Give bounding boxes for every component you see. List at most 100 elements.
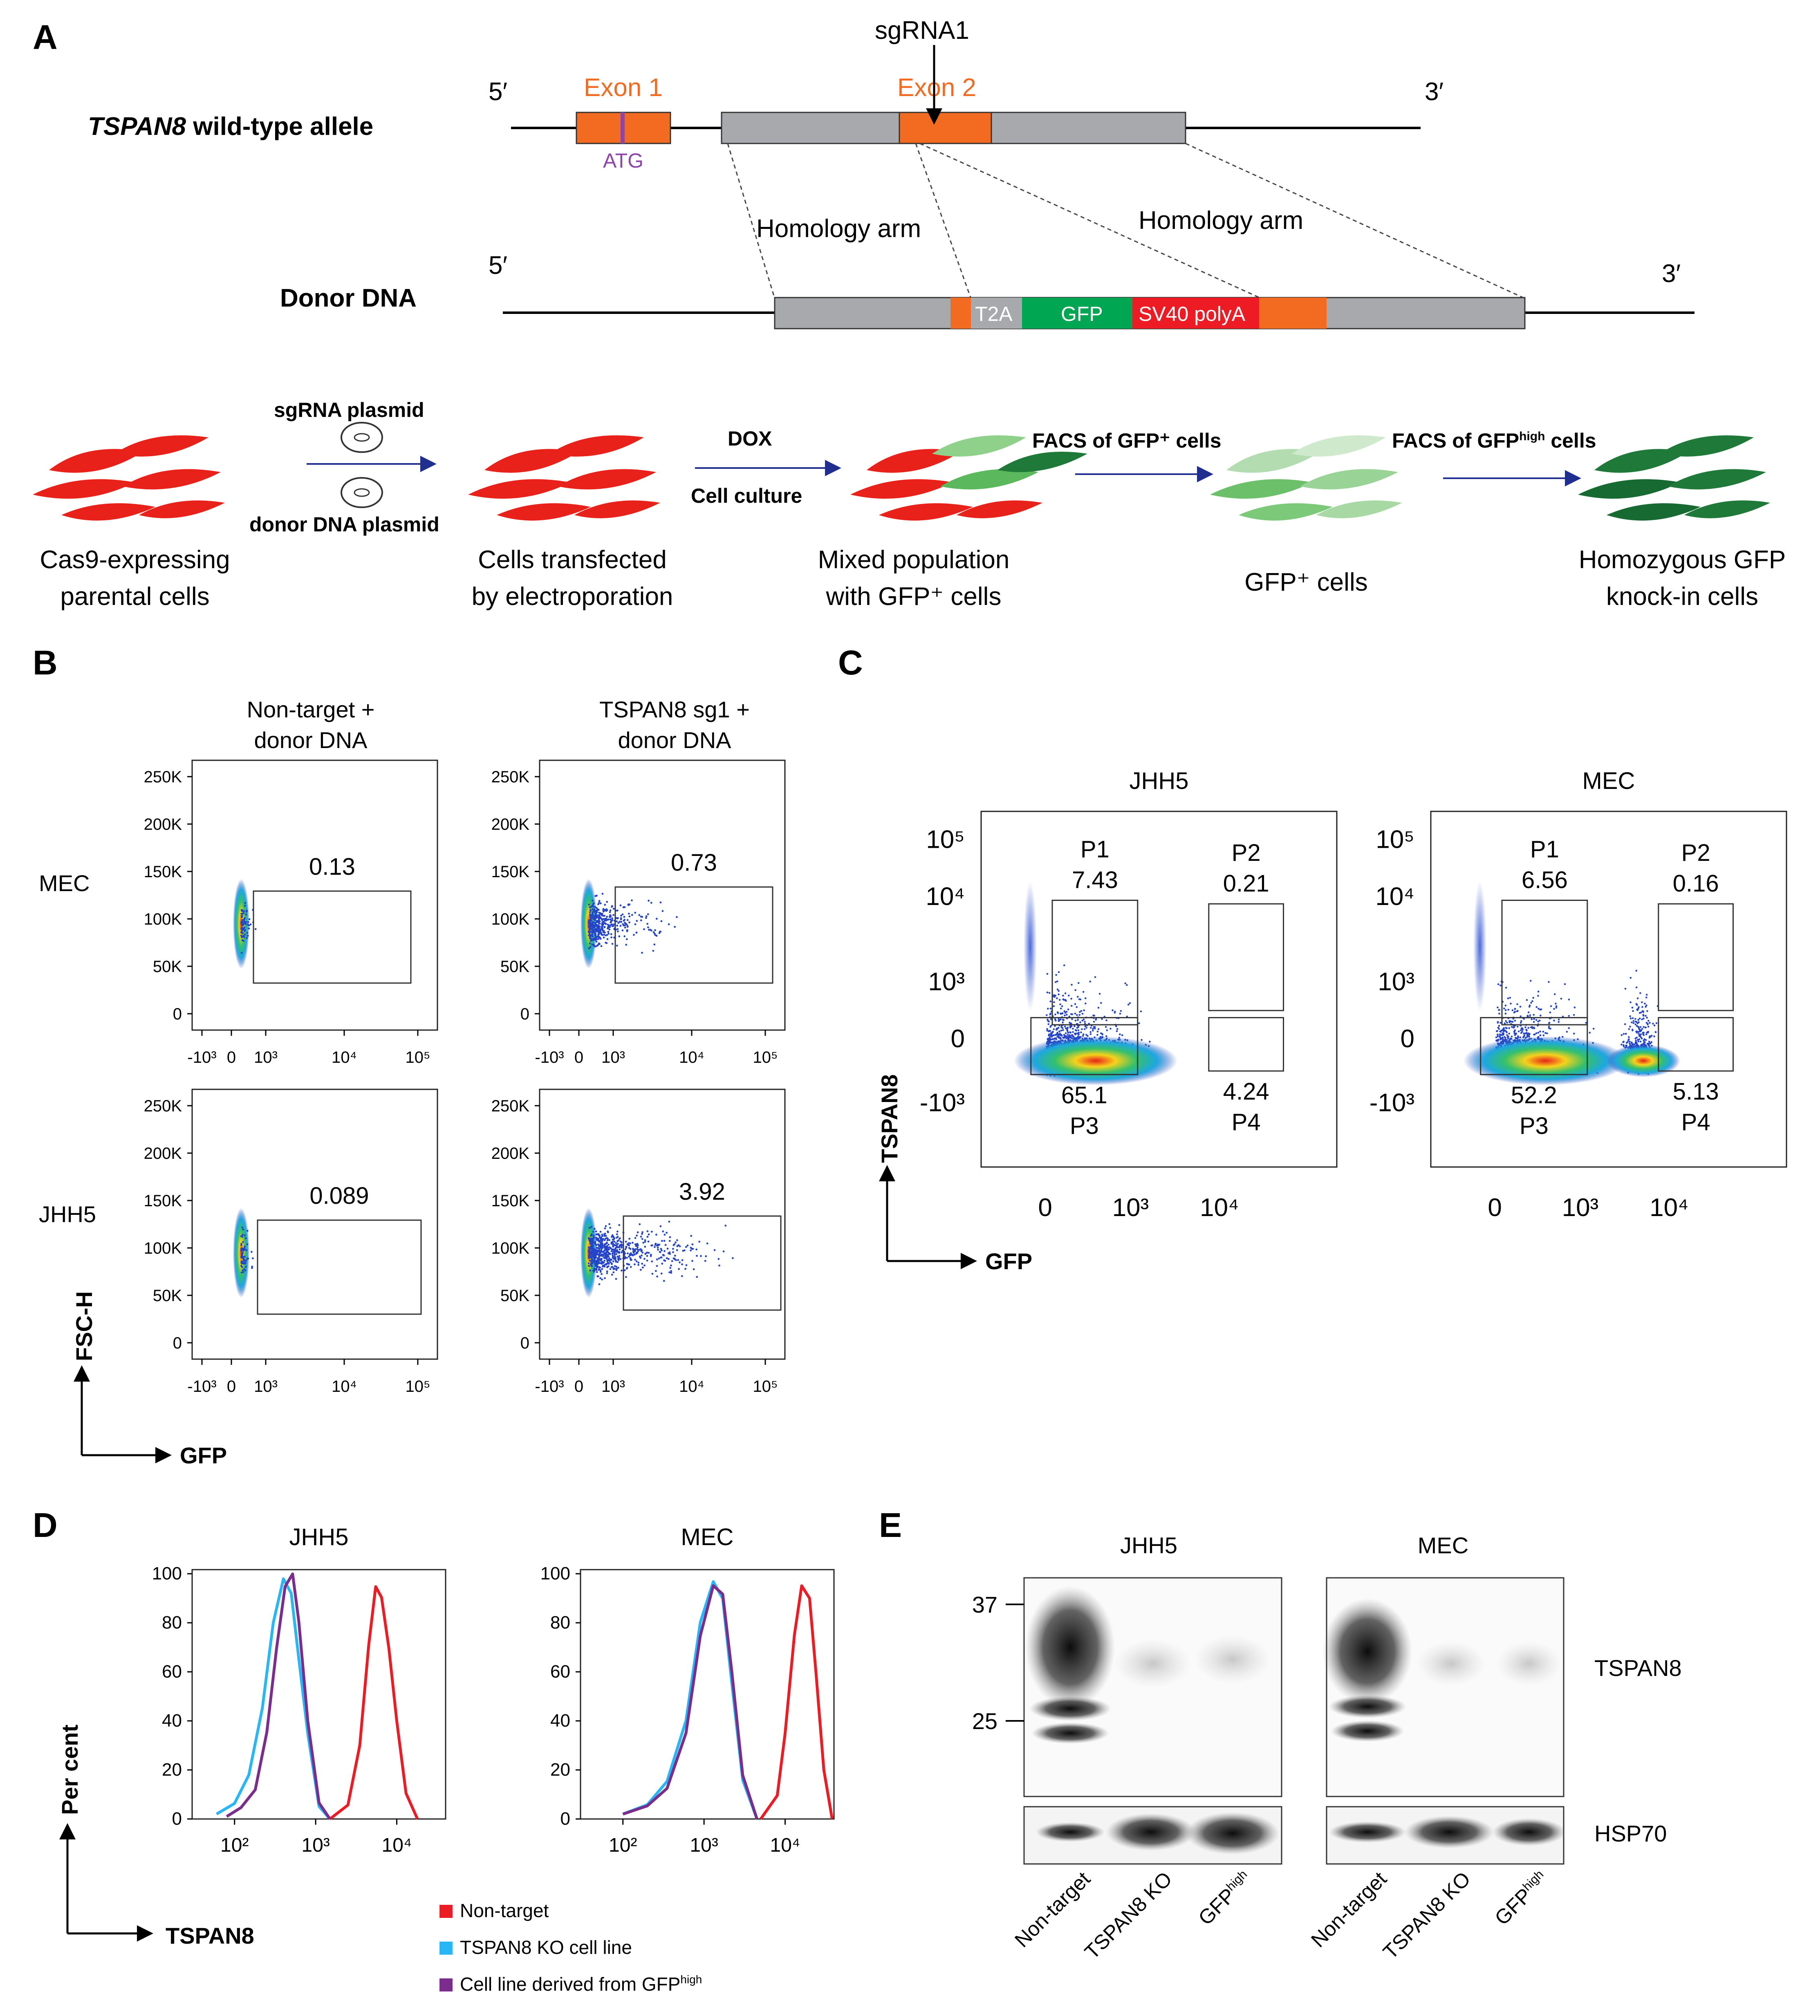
c-event-dot	[1074, 1019, 1077, 1022]
b-event-dot	[676, 1245, 679, 1248]
b-event-dot	[611, 1266, 614, 1268]
c-event-dot	[1061, 1027, 1064, 1029]
b-event-dot	[590, 939, 592, 942]
c-event-dot	[1506, 1021, 1508, 1024]
b-event-dot	[589, 925, 592, 928]
b-event-dot	[717, 1258, 720, 1260]
legend-gfphigh: Cell line derived from GFPhigh	[460, 1973, 702, 1995]
b-event-dot	[641, 1238, 643, 1240]
b-event-dot	[615, 1266, 618, 1268]
c-event-dot	[1622, 1041, 1624, 1043]
b-event-dot	[611, 1252, 614, 1255]
c-event-dot	[1054, 1025, 1056, 1027]
c-event-dot	[1629, 1001, 1632, 1004]
b-plot-jhh5-sg1-gate	[623, 1215, 782, 1311]
e-band-jhh5-nt	[1025, 1586, 1115, 1709]
c-event-dot	[1049, 1035, 1051, 1037]
b-event-dot	[634, 912, 637, 914]
b-event-dot	[606, 916, 608, 918]
b-y-axis-label: FSC-H	[71, 1291, 97, 1361]
e-band-tspan8-label: TSPAN8	[1594, 1655, 1682, 1681]
b-event-dot	[601, 928, 604, 930]
c-event-dot	[1650, 1035, 1652, 1038]
b-event-dot	[617, 1243, 619, 1245]
facs-gfp-high-label: FACS of GFPhigh cells	[1392, 429, 1596, 452]
b-event-dot	[242, 1269, 244, 1272]
b-plot-mec-nontarget-gate-value: 0.13	[309, 853, 355, 880]
b-event-dot	[612, 1239, 614, 1241]
c-event-dot	[1127, 1004, 1130, 1006]
c-event-dot	[1101, 1033, 1103, 1035]
c-event-dot	[1548, 981, 1550, 983]
b-event-dot	[589, 1241, 592, 1243]
b-event-dot	[616, 1245, 618, 1247]
b-event-dot	[654, 1270, 657, 1272]
c-event-dot	[1097, 1028, 1100, 1030]
b-event-dot	[629, 1254, 631, 1257]
c-event-dot	[1504, 1037, 1506, 1039]
c-event-dot	[1116, 1028, 1118, 1030]
sgrna-plasmid-icon	[341, 422, 383, 453]
c-event-dot	[1639, 1030, 1641, 1032]
b-ytick: 100K	[491, 1239, 530, 1257]
b-event-dot	[611, 1248, 613, 1250]
c-event-dot	[1568, 1015, 1570, 1017]
b-event-dot	[609, 909, 612, 912]
b-event-dot	[620, 914, 622, 917]
b-xtick: 10⁵	[405, 1048, 430, 1066]
exon2-label: Exon 2	[897, 74, 976, 102]
b-event-dot	[698, 1241, 701, 1243]
b-event-dot	[613, 1248, 615, 1251]
c-event-dot	[1533, 1018, 1535, 1020]
c-event-dot	[1553, 1008, 1555, 1010]
b-event-dot	[243, 926, 246, 929]
c-event-dot	[1638, 1017, 1641, 1020]
e-hsp70-jhh5-gfp	[1186, 1812, 1280, 1855]
b-event-dot	[611, 906, 613, 908]
c-event-dot	[1504, 1022, 1506, 1024]
c-event-dot	[1058, 971, 1060, 973]
c-event-dot	[1502, 1037, 1504, 1039]
b-xtick: -10³	[535, 1378, 564, 1396]
b-plot-mec-sg1-gate	[614, 886, 773, 984]
d-ytick: 80	[550, 1613, 570, 1633]
b-event-dot	[634, 1248, 637, 1250]
b-event-dot	[646, 1259, 648, 1262]
c-xtick: 10⁴	[1200, 1194, 1239, 1222]
b-event-dot	[621, 913, 624, 916]
c-event-dot	[1643, 1026, 1645, 1028]
b-event-dot	[589, 1256, 592, 1259]
b-event-dot	[602, 1264, 604, 1267]
c-event-dot	[1071, 1034, 1073, 1036]
c-event-dot	[1558, 1018, 1560, 1021]
b-event-dot	[590, 934, 592, 936]
c-event-dot	[1497, 1006, 1499, 1008]
c-event-dot	[1498, 1028, 1500, 1030]
c-event-dot	[1094, 1027, 1096, 1030]
b-event-dot	[604, 931, 606, 934]
b-event-dot	[610, 933, 612, 935]
b-event-dot	[245, 913, 247, 916]
panel-b-letter: B	[33, 643, 58, 682]
b-event-dot	[589, 909, 592, 911]
c-event-dot	[1538, 1019, 1541, 1022]
wt-5prime: 5′	[489, 78, 507, 106]
b-event-dot	[618, 1245, 621, 1248]
b-event-dot	[608, 1239, 611, 1241]
c-event-dot	[1065, 1010, 1068, 1013]
b-event-dot	[254, 928, 257, 930]
c-event-dot	[1529, 1014, 1531, 1016]
b-event-dot	[622, 906, 625, 908]
b-xtick: 10⁴	[332, 1378, 357, 1396]
c-event-dot	[1645, 1026, 1647, 1028]
c-event-dot	[1624, 1023, 1626, 1025]
c-event-dot	[1641, 1006, 1643, 1008]
b-event-dot	[646, 1230, 649, 1232]
c-x-axis-label: GFP	[985, 1248, 1032, 1274]
b-event-dot	[594, 1257, 596, 1259]
e-mw-25: 25	[972, 1708, 997, 1734]
c-gate-name: P3	[1070, 1113, 1099, 1139]
c-ytick: 10⁴	[1375, 883, 1414, 911]
b-event-dot	[628, 1242, 630, 1244]
c-event-dot	[1638, 1038, 1641, 1040]
